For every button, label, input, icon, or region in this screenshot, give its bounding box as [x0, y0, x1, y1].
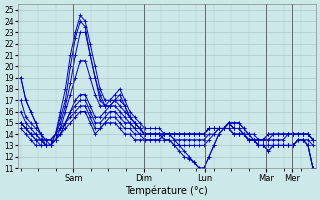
- X-axis label: Température (°c): Température (°c): [125, 185, 208, 196]
